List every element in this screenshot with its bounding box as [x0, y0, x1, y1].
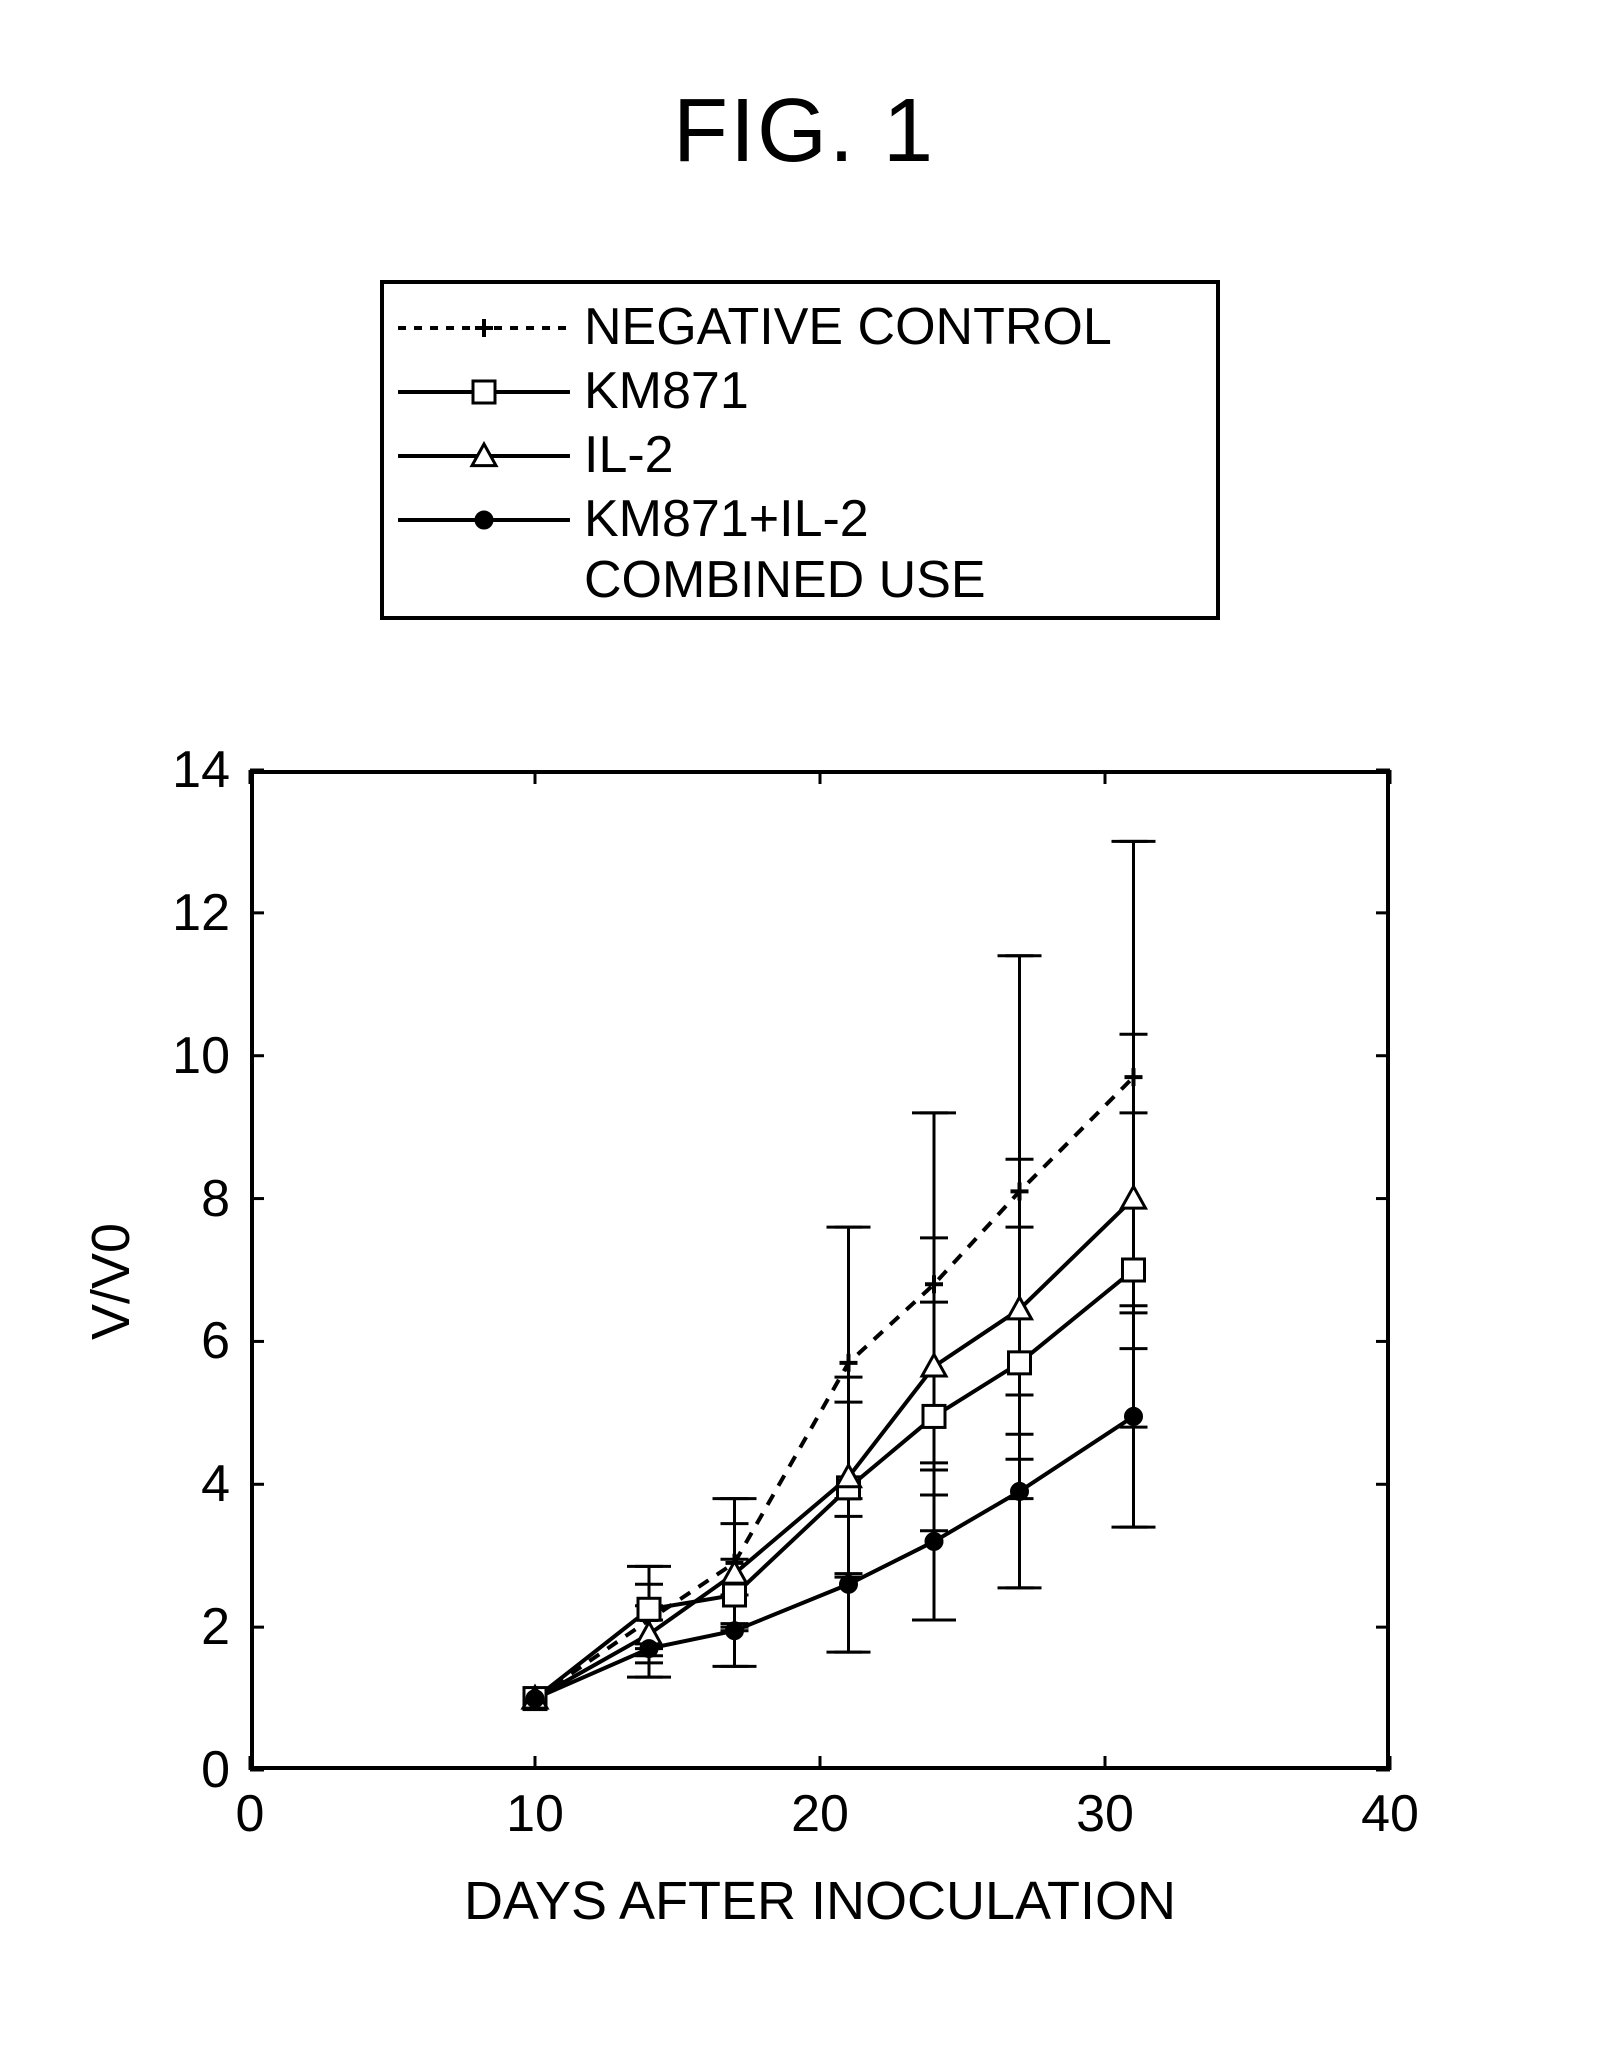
series-line-il2: [535, 1199, 1134, 1699]
x-tick-label: 30: [1065, 1784, 1145, 1844]
series-line-negative_control: [535, 1077, 1134, 1698]
y-tick-label: 8: [150, 1169, 230, 1229]
y-tick-label: 14: [150, 740, 230, 800]
chart-svg: [0, 0, 1608, 2053]
x-tick-label: 40: [1350, 1784, 1430, 1844]
y-axis-title: V/V0: [80, 1223, 142, 1340]
series-markers-il2: [523, 1187, 1146, 1709]
y-tick-label: 2: [150, 1597, 230, 1657]
y-tick-label: 6: [150, 1311, 230, 1371]
x-axis-title: DAYS AFTER INOCULATION: [250, 1870, 1390, 1932]
y-tick-label: 0: [150, 1740, 230, 1800]
y-tick-label: 10: [150, 1026, 230, 1086]
x-tick-label: 20: [780, 1784, 860, 1844]
y-tick-label: 12: [150, 883, 230, 943]
series-line-combined: [535, 1416, 1134, 1698]
x-tick-label: 10: [495, 1784, 575, 1844]
y-tick-label: 4: [150, 1454, 230, 1514]
